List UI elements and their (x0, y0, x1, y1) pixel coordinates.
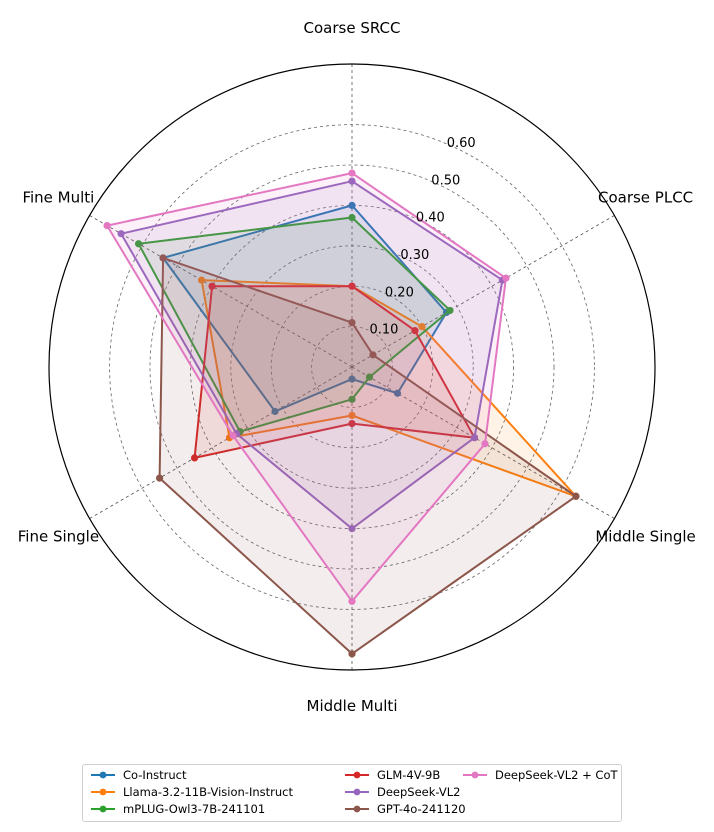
data-point-fine-single (190, 454, 199, 462)
data-point-coarse-plcc (418, 323, 426, 331)
legend-item-glm-4v-9b: GLM-4V-9B (345, 768, 440, 782)
data-point-fine-multi (134, 240, 143, 248)
legend-label: Co-Instruct (123, 768, 187, 782)
axis-label-coarse-srcc: Coarse SRCC (304, 19, 401, 37)
data-point-coarse-plcc (369, 351, 377, 359)
radar-labels: 0.10 0.20 0.30 0.40 0.50 0.60 Coarse SRCC Coars… (18, 19, 696, 715)
data-point-coarse-srcc (348, 201, 356, 209)
series-deepseek-vl2 (117, 177, 507, 533)
tick-label: 0.50 (431, 173, 460, 188)
axis-label-middle-multi: Middle Multi (307, 697, 398, 715)
data-point-fine-single (229, 432, 237, 440)
ring-gridline-3 (230, 245, 474, 489)
data-point-fine-single (271, 407, 279, 416)
legend-label: mPLUG-Owl3-7B-241101 (123, 802, 265, 816)
data-point-middle-multi (348, 597, 356, 605)
data-point-coarse-plcc (446, 306, 454, 315)
data-point-fine-multi (197, 276, 206, 284)
data-point-middle-single (572, 492, 580, 500)
series-fill (138, 217, 450, 432)
data-point-coarse-srcc (348, 177, 356, 185)
ring-gridline-1 (311, 326, 393, 408)
legend-marker (353, 805, 361, 813)
outer-frame (48, 63, 656, 671)
tick-label: 0.20 (385, 285, 414, 300)
tick-label: 0.60 (447, 136, 476, 151)
legend-label: DeepSeek-VL2 (377, 785, 460, 799)
chart-legend: Co-Instruct Llama-3.2-11B-Vision-Instruct… (82, 764, 622, 822)
axis-label-middle-single: Middle Single (595, 528, 695, 546)
data-point-middle-multi (348, 525, 356, 533)
legend-item-co-instruct: Co-Instruct (91, 768, 187, 782)
radial-gridline-fine-multi (89, 215, 353, 368)
legend-label: GPT-4o-241120 (377, 802, 466, 816)
axis-label-fine-single: Fine Single (18, 528, 99, 546)
series-glm-4v-9b (190, 282, 479, 462)
legend-marker (99, 788, 107, 796)
data-point-fine-multi (103, 222, 111, 230)
legend-label: GLM-4V-9B (377, 768, 440, 782)
data-point-coarse-plcc (502, 274, 510, 282)
tick-label: 0.10 (369, 323, 398, 338)
data-point-coarse-srcc (348, 282, 356, 290)
data-point-fine-multi (159, 254, 167, 262)
data-point-middle-multi (348, 395, 356, 403)
data-point-middle-single (470, 434, 479, 442)
legend-label: DeepSeek-VL2 + CoT (495, 768, 618, 782)
data-point-middle-multi (348, 411, 356, 420)
legend-entries: Co-Instruct Llama-3.2-11B-Vision-Instruct… (91, 768, 618, 816)
legend-item-deepseek-vl2-cot: DeepSeek-VL2 + CoT (463, 768, 618, 782)
ring-gridline-6 (109, 124, 595, 610)
radial-gridline-fine-single (89, 366, 353, 519)
legend-item-gpt-4o-241120: GPT-4o-241120 (345, 802, 466, 816)
series-fill (121, 181, 503, 529)
tick-label: 0.40 (416, 211, 445, 226)
data-point-coarse-plcc (411, 327, 419, 335)
data-point-coarse-srcc (348, 318, 356, 327)
data-point-middle-multi (348, 375, 356, 383)
legend-item-deepseek-vl2: DeepSeek-VL2 (345, 785, 460, 799)
data-point-middle-single (365, 373, 374, 381)
axis-label-coarse-plcc: Coarse PLCC (598, 189, 693, 207)
series-fill (159, 257, 576, 654)
radial-gridline-coarse-plcc (351, 215, 615, 368)
series-fill (163, 205, 447, 412)
ring-gridline-5 (149, 164, 555, 570)
legend-marker (353, 788, 361, 796)
legend-label: Llama-3.2-11B-Vision-Instruct (123, 785, 293, 799)
series-gpt-4o-241120 (155, 254, 580, 658)
legend-marker (99, 805, 107, 813)
series-fill (107, 173, 506, 602)
legend-item-llama-3-2-11b-vision-instruct: Llama-3.2-11B-Vision-Instruct (91, 785, 293, 799)
tick-label: 0.30 (400, 248, 429, 263)
data-point-middle-multi (348, 650, 356, 658)
data-point-fine-single (155, 474, 164, 482)
radar-series (103, 169, 580, 658)
data-point-middle-single (481, 440, 489, 448)
legend-marker (353, 771, 361, 779)
axis-label-fine-multi: Fine Multi (22, 189, 94, 207)
series-deepseek-vl2-cot (103, 169, 510, 605)
data-point-coarse-srcc (348, 213, 356, 222)
data-point-middle-multi (348, 419, 356, 428)
data-point-coarse-srcc (348, 169, 356, 177)
legend-marker (99, 771, 107, 779)
legend-item-mplug-owl3-7b-241101: mPLUG-Owl3-7B-241101 (91, 802, 265, 816)
data-point-fine-multi (117, 230, 125, 238)
data-point-middle-single (393, 389, 402, 397)
data-point-fine-multi (208, 282, 216, 290)
series-fill (194, 286, 475, 458)
legend-marker (471, 771, 479, 779)
